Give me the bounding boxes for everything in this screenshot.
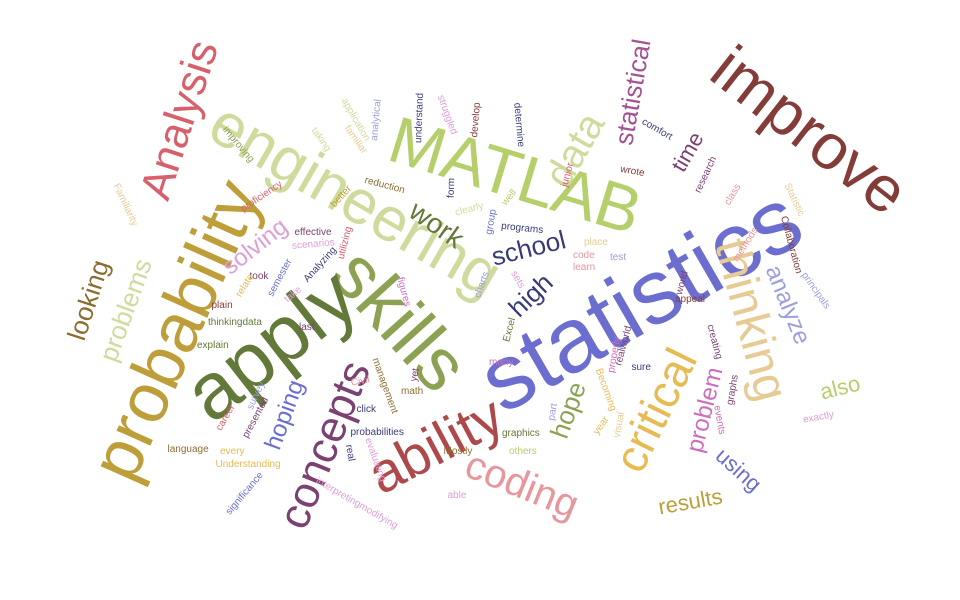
cloud-word: significance bbox=[223, 470, 266, 518]
cloud-word: Understanding bbox=[215, 459, 281, 470]
cloud-word: thinkingdata bbox=[208, 317, 262, 328]
cloud-word: took bbox=[249, 271, 269, 282]
cloud-word: probabilities bbox=[350, 427, 404, 438]
cloud-word: creating bbox=[704, 323, 725, 361]
cloud-word: learn bbox=[573, 262, 596, 273]
cloud-word: many bbox=[489, 357, 514, 368]
cloud-word: click bbox=[356, 404, 376, 415]
cloud-word: programs bbox=[500, 220, 544, 237]
cloud-word: others bbox=[509, 446, 537, 457]
cloud-word: understand bbox=[413, 92, 426, 144]
cloud-word: sure bbox=[631, 362, 651, 373]
cloud-word: analytical bbox=[369, 98, 384, 142]
cloud-word: able bbox=[447, 490, 467, 501]
cloud-word: principals bbox=[798, 270, 833, 312]
cloud-word: form bbox=[445, 177, 458, 199]
cloud-word: exactly bbox=[801, 409, 835, 426]
cloud-word: Mostly bbox=[443, 446, 473, 457]
cloud-word: math bbox=[401, 386, 424, 397]
cloud-word: also bbox=[817, 370, 863, 405]
cloud-word: last bbox=[299, 322, 315, 333]
cloud-word: year bbox=[590, 414, 611, 437]
cloud-word: graphs bbox=[724, 373, 741, 406]
cloud-word: yet bbox=[408, 367, 422, 383]
cloud-word: appeal bbox=[675, 294, 706, 305]
cloud-word: test bbox=[610, 252, 627, 263]
cloud-word: effective bbox=[294, 227, 332, 238]
cloud-word: results bbox=[655, 483, 724, 520]
cloud-word: group bbox=[483, 208, 499, 236]
cloud-word: clearly bbox=[453, 200, 485, 219]
cloud-word: language bbox=[167, 444, 209, 455]
cloud-word: place bbox=[584, 237, 608, 248]
cloud-word: explain bbox=[197, 340, 229, 351]
cloud-word: plain bbox=[211, 300, 233, 311]
cloud-word: every bbox=[220, 446, 245, 457]
cloud-word: research bbox=[692, 154, 719, 195]
cloud-word: graphics bbox=[502, 428, 540, 439]
cloud-word: code bbox=[573, 250, 595, 261]
cloud-word: comfort bbox=[639, 116, 674, 143]
